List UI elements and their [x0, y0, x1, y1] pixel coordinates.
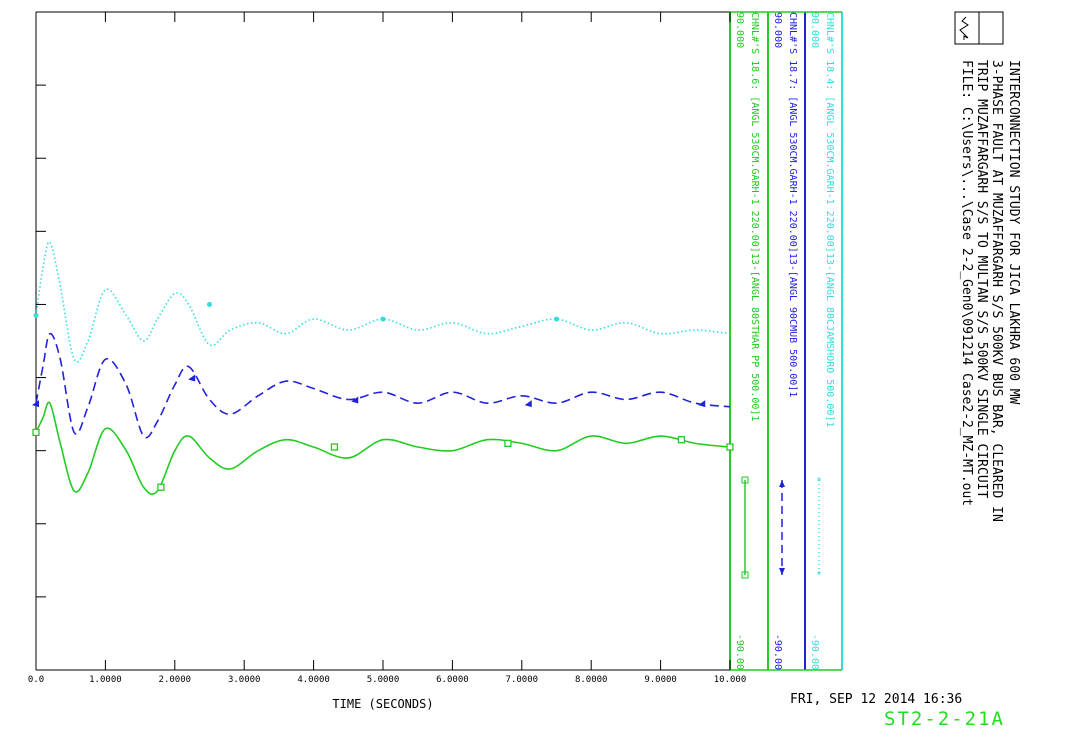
- data-point-square: [677, 436, 686, 444]
- data-point-asterisk: [554, 316, 559, 322]
- legend-scale-max: 90.000: [734, 12, 745, 48]
- legend-scale-min: -90.00: [809, 634, 820, 670]
- legend-series-label: CHNL#'S 18.7: [ANGL 530CM.GARH-1 220.00]…: [787, 12, 798, 397]
- data-point-square: [504, 439, 512, 448]
- data-point-asterisk: [33, 312, 39, 318]
- data-point-triangle: [32, 400, 39, 408]
- x-tick-label: 8.0000: [575, 675, 608, 685]
- legend-scale-max: 90.000: [809, 12, 820, 48]
- data-point-triangle: [351, 396, 359, 404]
- x-tick-label: 3.0000: [228, 675, 261, 685]
- legend-marker-triangle: [779, 480, 785, 487]
- header-file: FILE: C:\Users\...\Case 2-2_Gen0\091214 …: [959, 60, 974, 506]
- x-tick-label: 10.000: [714, 675, 747, 685]
- x-tick-label: 5.0000: [367, 675, 400, 685]
- data-point-triangle: [188, 374, 196, 382]
- x-tick-label: 7.0000: [506, 675, 539, 685]
- header-line2: 3-PHASE FAULT AT MUZAFFARGARH S/S 500KV …: [989, 60, 1004, 522]
- x-tick-label: 9.0000: [644, 675, 677, 685]
- legend-marker-triangle: [779, 568, 785, 575]
- legend-scale-min: -90.00: [772, 634, 783, 670]
- header-title: INTERCONNECTION STUDY FOR JICA LAKHRA 60…: [1006, 60, 1021, 405]
- series-line-2: [35, 401, 731, 495]
- series-line-1: [35, 332, 731, 439]
- plot-id: ST2-2-21A: [884, 708, 1005, 730]
- data-point-square: [32, 428, 40, 437]
- legend-green: 90.000 CHNL#'S 18.6: [ANGL 530CM.GARH-1 …: [734, 12, 760, 670]
- data-point-square: [726, 443, 734, 451]
- legend-series-label: CHNL#'S 18.4: [ANGL 530CM.GARH-1 220.00]…: [824, 12, 835, 427]
- data-point-asterisk: [380, 316, 386, 322]
- legend-marker-square: [741, 571, 749, 579]
- x-tick-label: 4.0000: [297, 675, 330, 685]
- legend-scale-max: 90.000: [772, 12, 783, 48]
- x-tick-label: 2.0000: [159, 675, 192, 685]
- x-tick-label: 6.0000: [436, 675, 469, 685]
- legend-cyan: 90.000 CHNL#'S 18.4: [ANGL 530CM.GARH-1 …: [809, 12, 835, 670]
- data-point-square: [330, 443, 339, 451]
- data-point-square: [157, 483, 165, 491]
- legend-marker-asterisk: *: [816, 476, 822, 487]
- header-block: INTERCONNECTION STUDY FOR JICA LAKHRA 60…: [954, 11, 1021, 522]
- data-point-triangle: [524, 400, 532, 408]
- data-point-triangle: [698, 400, 706, 408]
- legend-series-label: CHNL#'S 18.6: [ANGL 530CM.GARH-1 220.00]…: [749, 12, 760, 421]
- x-axis-label: TIME (SECONDS): [332, 697, 433, 711]
- series-line-0: [35, 241, 731, 363]
- data-point-asterisk: [207, 301, 212, 307]
- x-tick-label: 1.0000: [89, 675, 122, 685]
- legend-scale-min: -90.00: [734, 634, 745, 670]
- logo-wave-icon: [959, 16, 969, 40]
- header-line3: TRIP MUZAFFARGARH S/S TO MULTAN S/S 500K…: [974, 60, 989, 498]
- legend-marker-asterisk: *: [816, 570, 822, 581]
- x-tick-label: 0.0: [28, 675, 44, 685]
- date-stamp: FRI, SEP 12 2014 16:36: [790, 692, 963, 707]
- legend-marker-square: [741, 476, 749, 484]
- legend-blue: 90.000 CHNL#'S 18.7: [ANGL 530CM.GARH-1 …: [772, 12, 798, 670]
